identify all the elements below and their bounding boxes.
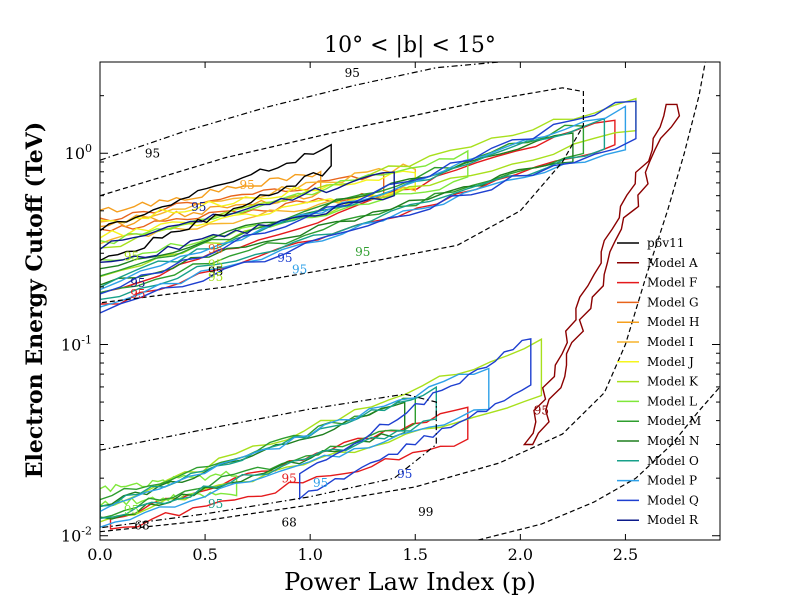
legend-entry: p6v11	[647, 236, 684, 250]
y-tick-label: 10-1	[61, 333, 92, 354]
contour-model-p	[100, 105, 627, 308]
contour-label: 95	[208, 264, 223, 278]
contour-label: 95	[277, 251, 292, 265]
legend-entry: Model Q	[647, 493, 699, 507]
contour-label: 95	[282, 471, 297, 485]
contour-label: 95	[534, 404, 549, 418]
contour-label: 95	[124, 503, 139, 517]
contour-label: 99	[418, 505, 433, 519]
contour-label: 95	[130, 276, 145, 290]
y-tick-label: 10-2	[61, 525, 92, 546]
contour-label: 95	[397, 467, 412, 481]
contour-label: 68	[282, 515, 297, 529]
legend-entry: Model P	[647, 474, 697, 488]
legend-entry: Model F	[647, 276, 697, 290]
x-tick-label: 1.0	[297, 545, 322, 564]
plot-frame	[99, 61, 721, 541]
legend-entry: Model N	[647, 434, 699, 448]
contour-label: 68	[134, 518, 149, 532]
contour-model-f	[100, 119, 616, 305]
legend-entry: Model H	[647, 315, 699, 329]
legend-entry: Model J	[647, 355, 694, 369]
contour-label: 95	[208, 242, 223, 256]
contour-lower-model-q	[299, 337, 532, 501]
contour-model-j	[100, 170, 416, 239]
legend: p6v11 Model A Model F Model G Model H Model I…	[617, 236, 701, 527]
legend-entry: Model G	[647, 295, 699, 309]
legend-entry: Model O	[647, 454, 699, 468]
legend-entry: Model R	[647, 513, 699, 527]
x-tick-label: 1.5	[403, 545, 428, 564]
legend-entry: Model K	[647, 375, 699, 389]
contour-label: 95	[313, 476, 328, 490]
reference-contour-95-3	[100, 62, 706, 533]
legend-entry: Model I	[647, 335, 694, 349]
x-tick-label: 2.5	[613, 545, 638, 564]
reference-contour-95-0	[100, 62, 500, 161]
contour-label: 95	[355, 245, 370, 259]
contour-lower-model-n	[100, 401, 406, 520]
reference-contour-99-4	[478, 386, 720, 540]
legend-entry: Model L	[647, 394, 697, 408]
y-axis-label: Electron Energy Cutoff (TeV)	[22, 122, 48, 479]
x-tick-label: 0.5	[192, 545, 217, 564]
y-tick-label: 100	[65, 142, 92, 163]
contour-label: 95	[292, 263, 307, 277]
contour-lower-model-f	[109, 406, 469, 530]
contour-label: 95	[124, 249, 139, 263]
contour-model-n	[100, 132, 574, 286]
contour-lower-model-m	[100, 397, 416, 520]
contour-label: 95	[208, 497, 223, 511]
chart-title: 10° < |b| < 15°	[324, 33, 496, 58]
contour-model-a	[522, 103, 681, 446]
contour-model-q	[100, 100, 637, 314]
x-tick-label: 2.0	[508, 545, 533, 564]
contour-model-r	[100, 171, 395, 264]
x-tick-label: 0.0	[87, 545, 112, 564]
contour-label: 95	[208, 270, 223, 284]
contour-label: 95	[345, 66, 360, 80]
legend-entry: Model M	[647, 414, 701, 428]
contour-layer	[100, 62, 720, 540]
contour-label: 95	[191, 200, 206, 214]
legend-entry: Model A	[647, 256, 698, 270]
contour-label: 95	[208, 257, 223, 271]
reference-contour-68-1	[100, 87, 584, 304]
axes: 0.0 0.5 1.0 1.5 2.0 2.5 10-2 10-1 100	[61, 61, 721, 564]
contour-label: 95	[145, 147, 160, 161]
contour-label: 95	[239, 178, 254, 192]
contour-label: 95	[130, 287, 145, 301]
x-axis-label: Power Law Index (p)	[284, 568, 536, 596]
contour-p6v11	[100, 143, 332, 262]
